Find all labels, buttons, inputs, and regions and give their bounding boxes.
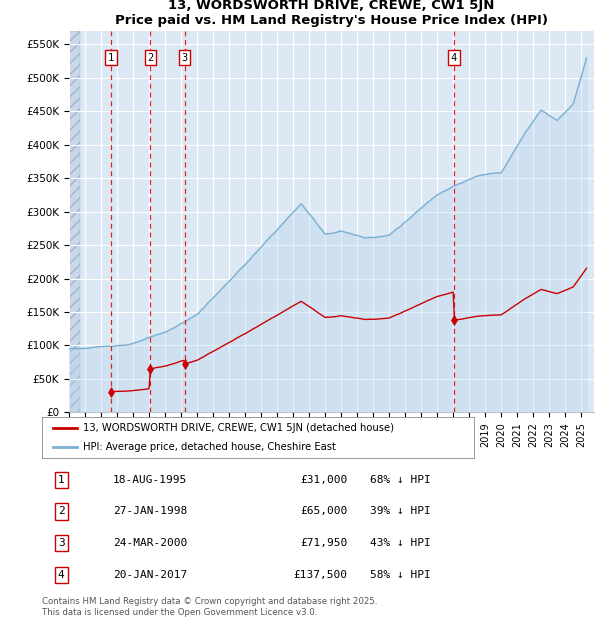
Text: HPI: Average price, detached house, Cheshire East: HPI: Average price, detached house, Ches…	[83, 441, 336, 451]
Text: 43% ↓ HPI: 43% ↓ HPI	[370, 538, 430, 548]
Text: 1: 1	[108, 53, 114, 63]
Text: £65,000: £65,000	[301, 507, 348, 516]
Title: 13, WORDSWORTH DRIVE, CREWE, CW1 5JN
Price paid vs. HM Land Registry's House Pri: 13, WORDSWORTH DRIVE, CREWE, CW1 5JN Pri…	[115, 0, 548, 27]
Text: £71,950: £71,950	[301, 538, 348, 548]
Text: 18-AUG-1995: 18-AUG-1995	[113, 475, 187, 485]
Text: 1: 1	[58, 475, 64, 485]
Text: 2: 2	[147, 53, 154, 63]
Bar	[69, 31, 80, 412]
Text: 39% ↓ HPI: 39% ↓ HPI	[370, 507, 430, 516]
Text: 3: 3	[58, 538, 64, 548]
Text: 68% ↓ HPI: 68% ↓ HPI	[370, 475, 430, 485]
Text: £137,500: £137,500	[294, 570, 348, 580]
Text: 58% ↓ HPI: 58% ↓ HPI	[370, 570, 430, 580]
Text: Contains HM Land Registry data © Crown copyright and database right 2025.
This d: Contains HM Land Registry data © Crown c…	[42, 598, 377, 617]
Text: 3: 3	[182, 53, 188, 63]
Bar	[69, 31, 80, 412]
Text: 13, WORDSWORTH DRIVE, CREWE, CW1 5JN (detached house): 13, WORDSWORTH DRIVE, CREWE, CW1 5JN (de…	[83, 423, 394, 433]
Text: 24-MAR-2000: 24-MAR-2000	[113, 538, 187, 548]
Text: £31,000: £31,000	[301, 475, 348, 485]
Text: 4: 4	[451, 53, 457, 63]
Text: 27-JAN-1998: 27-JAN-1998	[113, 507, 187, 516]
Text: 20-JAN-2017: 20-JAN-2017	[113, 570, 187, 580]
Text: 4: 4	[58, 570, 64, 580]
Text: 2: 2	[58, 507, 64, 516]
